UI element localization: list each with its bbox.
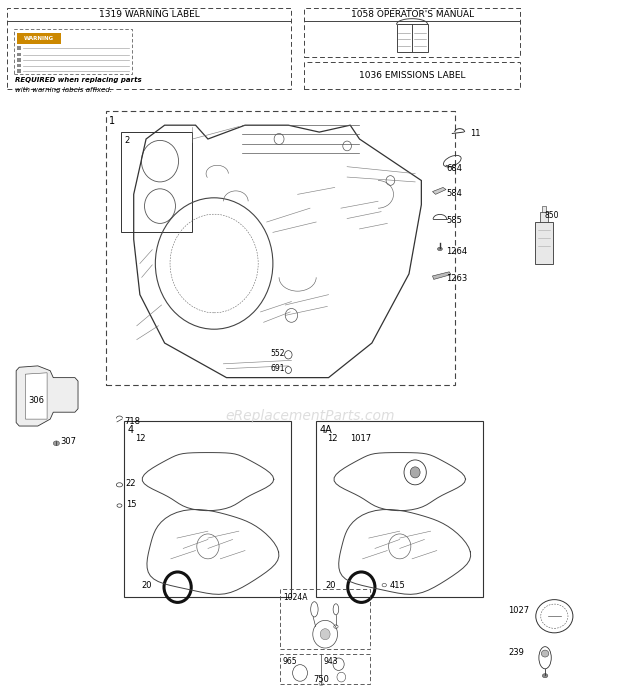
Circle shape xyxy=(320,629,330,640)
Text: 15: 15 xyxy=(126,500,136,509)
Text: 239: 239 xyxy=(508,648,524,657)
Bar xyxy=(17,33,61,44)
Text: 691: 691 xyxy=(271,364,285,373)
Text: 12: 12 xyxy=(136,435,146,444)
Bar xyxy=(17,53,21,56)
Text: 1027: 1027 xyxy=(508,606,529,615)
Bar xyxy=(280,588,370,649)
Text: 1017: 1017 xyxy=(350,435,371,444)
Bar xyxy=(280,653,370,684)
Bar xyxy=(17,58,21,62)
Text: 1058 OPERATOR'S MANUAL: 1058 OPERATOR'S MANUAL xyxy=(350,10,474,19)
Text: 1264: 1264 xyxy=(446,247,467,256)
Text: 1: 1 xyxy=(109,116,115,125)
Bar xyxy=(106,112,455,385)
Ellipse shape xyxy=(438,247,443,251)
Text: 552: 552 xyxy=(271,349,285,358)
Text: 2: 2 xyxy=(125,137,130,146)
Bar xyxy=(17,69,21,73)
Text: 11: 11 xyxy=(469,129,480,138)
Text: 584: 584 xyxy=(446,189,462,198)
Text: 12: 12 xyxy=(327,435,338,444)
Bar xyxy=(125,421,291,597)
Bar xyxy=(7,8,291,89)
Text: 4: 4 xyxy=(128,426,134,435)
Bar xyxy=(316,421,483,597)
Text: 1024A: 1024A xyxy=(283,593,308,602)
Polygon shape xyxy=(25,373,47,419)
Text: eReplacementParts.com: eReplacementParts.com xyxy=(225,409,395,423)
Bar xyxy=(397,24,428,52)
Text: 20: 20 xyxy=(326,581,336,590)
Text: 718: 718 xyxy=(125,416,140,426)
Text: 585: 585 xyxy=(446,216,462,225)
Circle shape xyxy=(410,467,420,478)
Text: WARNING: WARNING xyxy=(24,36,54,41)
Text: 1263: 1263 xyxy=(446,274,467,283)
Bar xyxy=(534,222,553,263)
Text: 307: 307 xyxy=(61,437,77,446)
Text: 850: 850 xyxy=(544,211,559,220)
Bar xyxy=(542,206,546,211)
Ellipse shape xyxy=(53,441,60,446)
Text: REQUIRED when replacing parts: REQUIRED when replacing parts xyxy=(15,77,141,83)
Text: 943: 943 xyxy=(323,657,338,666)
Bar xyxy=(17,46,21,50)
Bar xyxy=(122,132,192,232)
Polygon shape xyxy=(16,366,78,426)
Text: 1036 EMISSIONS LABEL: 1036 EMISSIONS LABEL xyxy=(359,71,466,80)
Text: 20: 20 xyxy=(142,581,153,590)
Text: 965: 965 xyxy=(283,657,298,666)
Polygon shape xyxy=(433,272,451,279)
Bar xyxy=(304,62,520,89)
Text: 4A: 4A xyxy=(319,426,332,435)
Bar xyxy=(14,29,132,74)
Ellipse shape xyxy=(542,674,548,678)
Bar xyxy=(539,211,548,222)
Text: 750: 750 xyxy=(313,676,329,685)
Text: 415: 415 xyxy=(389,581,405,590)
Bar xyxy=(17,64,21,67)
Polygon shape xyxy=(433,187,446,194)
Text: 306: 306 xyxy=(29,396,45,405)
Bar xyxy=(304,8,520,58)
Text: 22: 22 xyxy=(126,479,136,488)
Ellipse shape xyxy=(541,650,549,657)
Text: 684: 684 xyxy=(446,164,462,173)
Text: 1319 WARNING LABEL: 1319 WARNING LABEL xyxy=(99,10,200,19)
Text: with warning labels affixed.: with warning labels affixed. xyxy=(15,87,112,93)
